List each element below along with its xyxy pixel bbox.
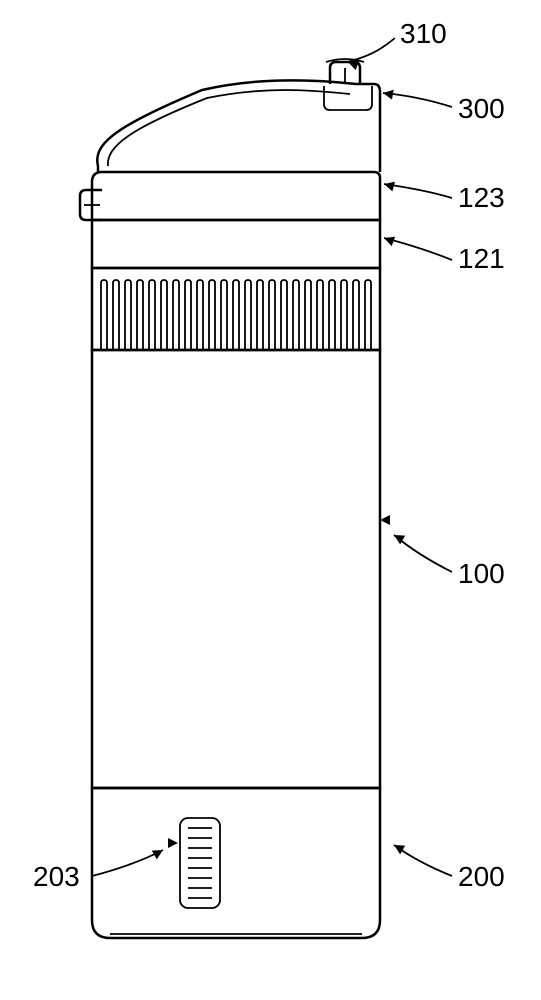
grip-rib — [233, 280, 239, 350]
grip-rib — [317, 280, 323, 350]
label-l300: 300 — [458, 93, 505, 124]
reference-labels: 310 300 123 121 100 200 203 — [33, 18, 505, 892]
leader-lead123 — [384, 184, 452, 198]
grip-rib — [161, 280, 167, 350]
grip-rib — [365, 280, 371, 350]
device-outline — [80, 59, 380, 938]
leader-lead203 — [92, 850, 163, 876]
grip-rib — [197, 280, 203, 350]
grip-rib — [269, 280, 275, 350]
grip-rib — [185, 280, 191, 350]
grip-rib — [341, 280, 347, 350]
collar-123 — [92, 172, 380, 220]
leader-lead300 — [383, 93, 452, 107]
leader-arrow2-lead203 — [168, 838, 178, 848]
grip-rib — [137, 280, 143, 350]
lid-300 — [97, 80, 380, 172]
leader-arrow-lead203 — [152, 846, 166, 860]
grip-rib — [293, 280, 299, 350]
ring-121 — [92, 220, 380, 268]
body-100 — [92, 350, 380, 788]
leader-lead121 — [384, 238, 452, 260]
leader-arrow2-lead100 — [380, 515, 390, 525]
grip-rib — [149, 280, 155, 350]
leader-lead310 — [348, 38, 395, 62]
window-203 — [180, 818, 220, 908]
leader-lines — [92, 38, 452, 876]
label-l100: 100 — [458, 558, 505, 589]
label-l123: 123 — [458, 182, 505, 213]
grip-rib — [305, 280, 311, 350]
leader-arrow-lead121 — [382, 233, 395, 246]
grip-rib — [353, 280, 359, 350]
grip-rib — [209, 280, 215, 350]
grip-rib — [125, 280, 131, 350]
label-l203: 203 — [33, 861, 80, 892]
leader-lead100 — [394, 535, 452, 572]
grip-rib — [245, 280, 251, 350]
grip-rib — [257, 280, 263, 350]
label-l310: 310 — [400, 18, 447, 49]
label-l200: 200 — [458, 861, 505, 892]
patent-figure: 310 300 123 121 100 200 203 — [0, 0, 541, 1000]
grip-rib — [113, 280, 119, 350]
grip-rib — [101, 280, 107, 350]
lid-button-recess — [324, 86, 372, 110]
label-l121: 121 — [458, 243, 505, 274]
grip-rib — [281, 280, 287, 350]
grip-rib — [173, 280, 179, 350]
lid-inner-line — [108, 90, 350, 166]
grip-rib — [329, 280, 335, 350]
grip-rib — [221, 280, 227, 350]
leader-arrow-lead123 — [383, 179, 395, 191]
